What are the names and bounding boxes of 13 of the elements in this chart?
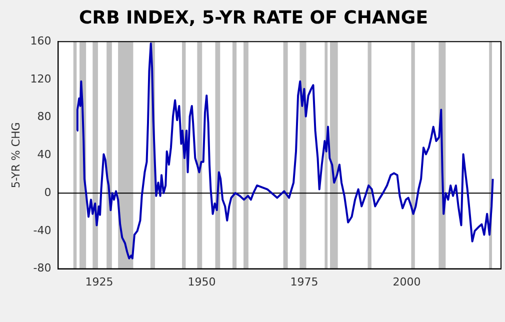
x-tick-label: 1975 [290, 275, 318, 288]
x-tick-label: 2000 [392, 275, 421, 288]
x-tick-label: 1925 [85, 275, 114, 288]
y-axis-title: 5-YR % CHG [9, 122, 22, 188]
y-tick-label: 120 [30, 72, 52, 86]
y-tick-label: 40 [37, 148, 52, 162]
y-tick-label: -80 [33, 262, 52, 275]
y-tick-label: 160 [30, 34, 52, 48]
y-tick-label: -40 [33, 224, 52, 237]
y-tick-label: 80 [37, 110, 52, 124]
chart-title: CRB INDEX, 5-YR RATE OF CHANGE [79, 7, 428, 28]
y-tick-label: 0 [44, 186, 52, 199]
x-tick-label: 1950 [188, 275, 216, 288]
